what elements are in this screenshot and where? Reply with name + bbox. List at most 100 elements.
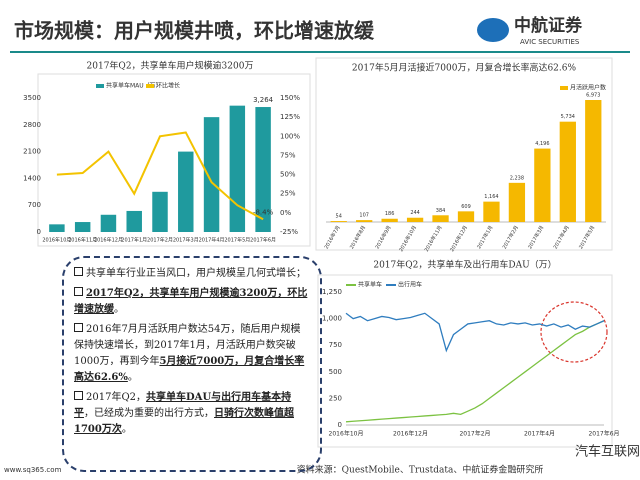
- chart-frame: [37, 73, 311, 247]
- y-tick-label: 250: [329, 394, 342, 402]
- x-tick-label: 2016年11月: [68, 237, 97, 244]
- legend-label: 环比增长: [156, 82, 180, 90]
- y-tick-label: 2800: [23, 121, 41, 129]
- bullet-box: [74, 267, 83, 276]
- y-tick-label: 700: [28, 201, 41, 209]
- y-tick-label: 3500: [23, 94, 41, 102]
- y2-tick-label: -25%: [280, 228, 298, 236]
- chart-frame: [315, 57, 613, 251]
- line: [345, 320, 605, 423]
- y2-tick-label: 25%: [280, 190, 296, 198]
- bar: [534, 148, 551, 222]
- y-tick-label: 0: [338, 421, 342, 429]
- legend-swatch: [146, 84, 154, 88]
- legend-label: 月活跃用户数: [570, 84, 606, 92]
- chart-frame: [317, 274, 613, 448]
- legend-label: 出行用车: [398, 281, 422, 289]
- bar: [585, 100, 602, 222]
- site: www.sq365.com: [4, 466, 62, 474]
- bullet-text: 日骑行次数峰值超1700万次: [74, 408, 294, 435]
- line: [345, 312, 605, 353]
- bullet-text: 。: [121, 424, 132, 435]
- data-label: 609: [461, 204, 471, 210]
- bullet: 共享单车行业正当风口，用户规模呈几何式增长；: [74, 266, 310, 282]
- data-label: 6,973: [586, 93, 600, 99]
- data-label: -8.4%: [253, 208, 274, 216]
- chart-caption: 2017年Q2，共享单车及出行用车DAU（万）: [373, 259, 556, 271]
- legend-label: 共享单车MAU（万）: [106, 82, 162, 90]
- bullet-text: 2016年7月月活跃用户数达54万，随后用户规模保持快速增长，到2017年1月，…: [74, 324, 301, 367]
- bullet-text: 共享单车DAU与出行用车基本持平: [74, 392, 292, 419]
- x-tick-label: 2017年2月: [459, 430, 490, 438]
- bullet: 2016年7月月活跃用户数达54万，随后用户规模保持快速增长，到2017年1月，…: [74, 322, 310, 386]
- bullet: 2017年Q2，共享单车DAU与出行用车基本持平，已经成为重要的出行方式，日骑行…: [74, 390, 310, 438]
- highlight-circle: [540, 301, 608, 363]
- bar: [508, 182, 526, 222]
- legend-swatch: [560, 86, 568, 90]
- x-tick-label: 2017年5月: [224, 237, 250, 244]
- x-tick-label: 2017年6月: [250, 237, 276, 244]
- chart-caption: 2017年5月月活接近7000万，月复合增长率高达62.6%: [352, 62, 577, 74]
- bar: [229, 105, 246, 232]
- bar: [457, 211, 475, 222]
- bar: [152, 191, 168, 232]
- x-tick-label: 2016年10月: [329, 430, 364, 438]
- bullet-box: [74, 287, 83, 296]
- bar: [356, 220, 373, 222]
- bar: [100, 214, 117, 232]
- x-tick-label: 2017年1月: [121, 237, 147, 244]
- bar: [381, 218, 398, 222]
- data-label: 4,196: [535, 141, 549, 147]
- y2-tick-label: 125%: [280, 113, 300, 121]
- x-tick-label: 2016年10月: [42, 237, 71, 244]
- logo-icon: [477, 18, 509, 42]
- y2-tick-label: 150%: [280, 94, 300, 102]
- bullet-text: 共享单车行业正当风口，用户规模呈几何式增长；: [86, 268, 306, 279]
- x-tick-label: 2017年4月: [524, 430, 555, 438]
- bullet-text: 。: [127, 372, 138, 383]
- x-tick-label: 2017年4月: [199, 237, 225, 244]
- bullet: 2017年Q2，共享单车用户规模逾3200万，环比增速放缓。: [74, 286, 310, 318]
- x-tick-label: 2017年2月: [147, 237, 173, 244]
- bullet-text: 2017年Q2，共享单车用户规模逾3200万，环比增速放缓: [74, 288, 308, 315]
- bullet-text: 。: [114, 304, 124, 315]
- logo-sub: AVIC SECURITIES: [520, 38, 580, 46]
- text-box: 共享单车行业正当风口，用户规模呈几何式增长； 2017年Q2，共享单车用户规模逾3…: [62, 256, 322, 472]
- data-label: 186: [385, 211, 395, 217]
- y-tick-label: 1400: [23, 174, 41, 182]
- data-label: 3,264: [253, 96, 274, 104]
- bar: [74, 222, 91, 232]
- x-tick-label: 2016年12月: [94, 237, 123, 244]
- source: 资料来源：QuestMobile、Trustdata、中航证券金融研究所: [297, 464, 544, 476]
- bullet-text: ，已经成为重要的出行方式，: [84, 408, 214, 419]
- bar: [406, 217, 424, 222]
- bar: [432, 215, 449, 222]
- y2-tick-label: 100%: [280, 132, 300, 140]
- bullet-box: [74, 323, 83, 332]
- bullet-text: 5月接近7000万，月复合增长率高达62.6%: [74, 356, 305, 383]
- legend-swatch: [96, 84, 104, 88]
- bar: [255, 107, 271, 232]
- x-tick-label: 2017年6月: [588, 430, 619, 438]
- line: [56, 131, 264, 221]
- y2-tick-label: 50%: [280, 171, 296, 179]
- y2-tick-label: 75%: [280, 151, 296, 159]
- slide-title: 市场规模：用户规模井喷，环比增速放缓: [14, 19, 375, 43]
- data-label: 244: [410, 210, 420, 216]
- bullet-box: [74, 391, 83, 400]
- bar: [178, 151, 194, 232]
- y-tick-label: 1,250: [322, 288, 342, 296]
- bar: [559, 121, 576, 222]
- y-tick-label: 750: [329, 341, 342, 349]
- watermark: 汽车互联网: [575, 444, 640, 460]
- y-tick-label: 2100: [23, 148, 41, 156]
- x-tick-label: 2017年3月: [173, 237, 199, 244]
- bar: [330, 221, 347, 222]
- bar: [49, 224, 65, 232]
- chart-caption: 2017年Q2，共享单车用户规模逾3200万: [87, 60, 254, 72]
- data-label: 384: [436, 208, 446, 214]
- logo: 中航证券: [514, 15, 583, 36]
- y2-tick-label: 0%: [280, 209, 291, 217]
- bar: [203, 117, 220, 232]
